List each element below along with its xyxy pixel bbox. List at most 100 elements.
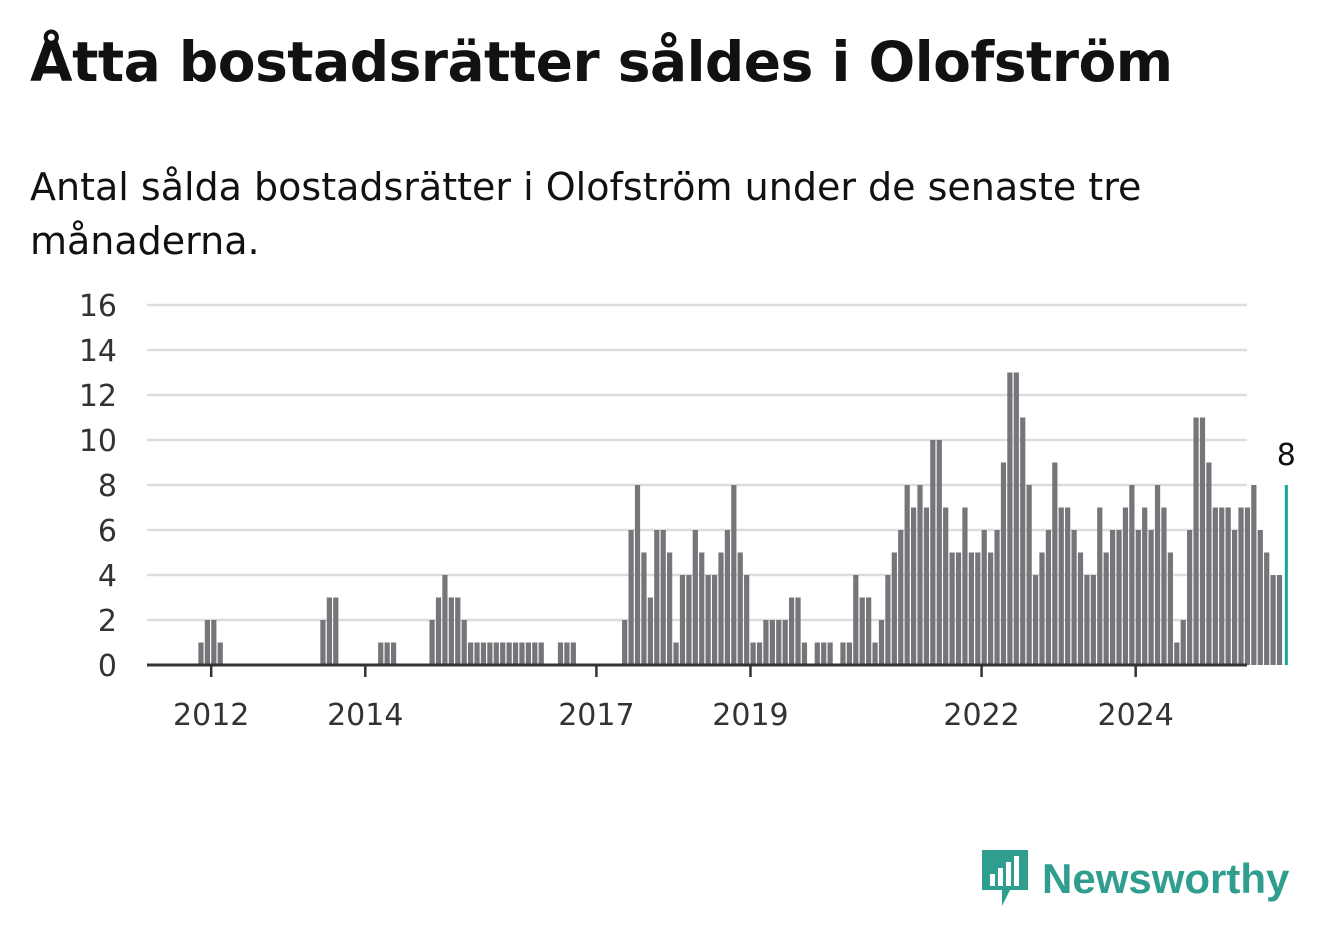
bar (988, 552, 994, 665)
bar (1135, 530, 1141, 665)
bar (776, 620, 782, 665)
bar (1212, 507, 1218, 665)
bar (493, 642, 499, 665)
bar (1013, 372, 1019, 665)
chart-title: Åtta bostadsrätter såldes i Olofström (30, 30, 1173, 94)
bar (679, 575, 686, 665)
bar (1039, 552, 1045, 665)
bar (814, 642, 820, 665)
bar (943, 507, 949, 665)
x-tick-label: 2017 (558, 698, 634, 733)
bar (1058, 507, 1064, 665)
bar (917, 485, 923, 665)
bar (866, 597, 872, 665)
bar (1161, 507, 1167, 665)
bar (923, 507, 930, 665)
bar (1238, 507, 1244, 665)
bar (641, 552, 647, 665)
bar (557, 642, 564, 665)
bar (936, 440, 942, 665)
x-tick-label: 2012 (173, 698, 249, 733)
x-tick-label: 2014 (327, 698, 403, 733)
bar (1122, 507, 1129, 665)
bar (1148, 530, 1154, 665)
x-tick-label: 2024 (1098, 698, 1174, 733)
chart-subtitle: Antal sålda bostadsrätter i Olofström un… (30, 165, 1142, 263)
y-tick-label: 10 (79, 424, 117, 459)
bar (525, 642, 531, 665)
bar (1142, 507, 1148, 665)
bar-latest (1284, 485, 1288, 665)
bar (1077, 552, 1084, 665)
bar (711, 575, 718, 665)
bar (1244, 507, 1251, 665)
bar (506, 642, 512, 665)
bar (1225, 507, 1231, 665)
bar (654, 530, 660, 665)
bar (333, 597, 339, 665)
bar (1000, 462, 1007, 665)
bar (429, 620, 435, 665)
bar (378, 642, 384, 665)
bar (455, 597, 461, 665)
bar (1257, 530, 1263, 665)
bar-chart: 0 2 4 6 8 10 12 14 16 2012 2014 2017 2019 2022 2024 8 (79, 289, 1296, 733)
bar (204, 620, 210, 665)
bar (968, 552, 974, 665)
bar (211, 620, 217, 665)
bar (667, 552, 673, 665)
bar (859, 597, 865, 665)
bar (705, 575, 711, 665)
bar (1026, 485, 1032, 665)
bar (512, 642, 519, 665)
brand-name: Newsworthy (1042, 855, 1290, 902)
bar (1097, 507, 1103, 665)
bar (962, 507, 968, 665)
bar (910, 507, 917, 665)
bar (474, 642, 480, 665)
bar (1231, 530, 1238, 665)
bar (1065, 507, 1071, 665)
last-value-label: 8 (1277, 438, 1296, 473)
bar (570, 642, 576, 665)
x-axis: 2012 2014 2017 2019 2022 2024 (147, 663, 1247, 733)
bar (1090, 575, 1096, 665)
bar (1103, 552, 1109, 665)
bar (519, 642, 525, 665)
y-tick-label: 8 (98, 469, 117, 504)
bar (673, 642, 679, 665)
bar (699, 552, 705, 665)
bar (949, 552, 955, 665)
y-tick-label: 14 (79, 334, 117, 369)
bar (532, 642, 538, 665)
bar (326, 597, 332, 665)
bar (930, 440, 936, 665)
bar (634, 485, 641, 665)
bar (878, 620, 885, 665)
bar (885, 575, 891, 665)
bar (320, 620, 326, 665)
bar (1206, 462, 1212, 665)
bar (564, 642, 570, 665)
bar (1071, 530, 1077, 665)
bar (731, 485, 737, 665)
bar (981, 530, 987, 665)
bar (628, 530, 634, 665)
bar (217, 642, 223, 665)
y-tick-label: 0 (98, 649, 117, 684)
bar (448, 597, 454, 665)
bar (801, 642, 808, 665)
bar (1276, 575, 1283, 665)
bar (435, 597, 442, 665)
y-tick-label: 6 (98, 514, 117, 549)
bar (480, 642, 487, 665)
bar (487, 642, 493, 665)
bar (904, 485, 910, 665)
y-axis-ticks: 0 2 4 6 8 10 12 14 16 (79, 289, 117, 684)
x-tick-label: 2019 (712, 698, 788, 733)
bar (1180, 620, 1186, 665)
bar (975, 552, 981, 665)
bar (1264, 552, 1270, 665)
bar (500, 642, 506, 665)
bar (898, 530, 904, 665)
